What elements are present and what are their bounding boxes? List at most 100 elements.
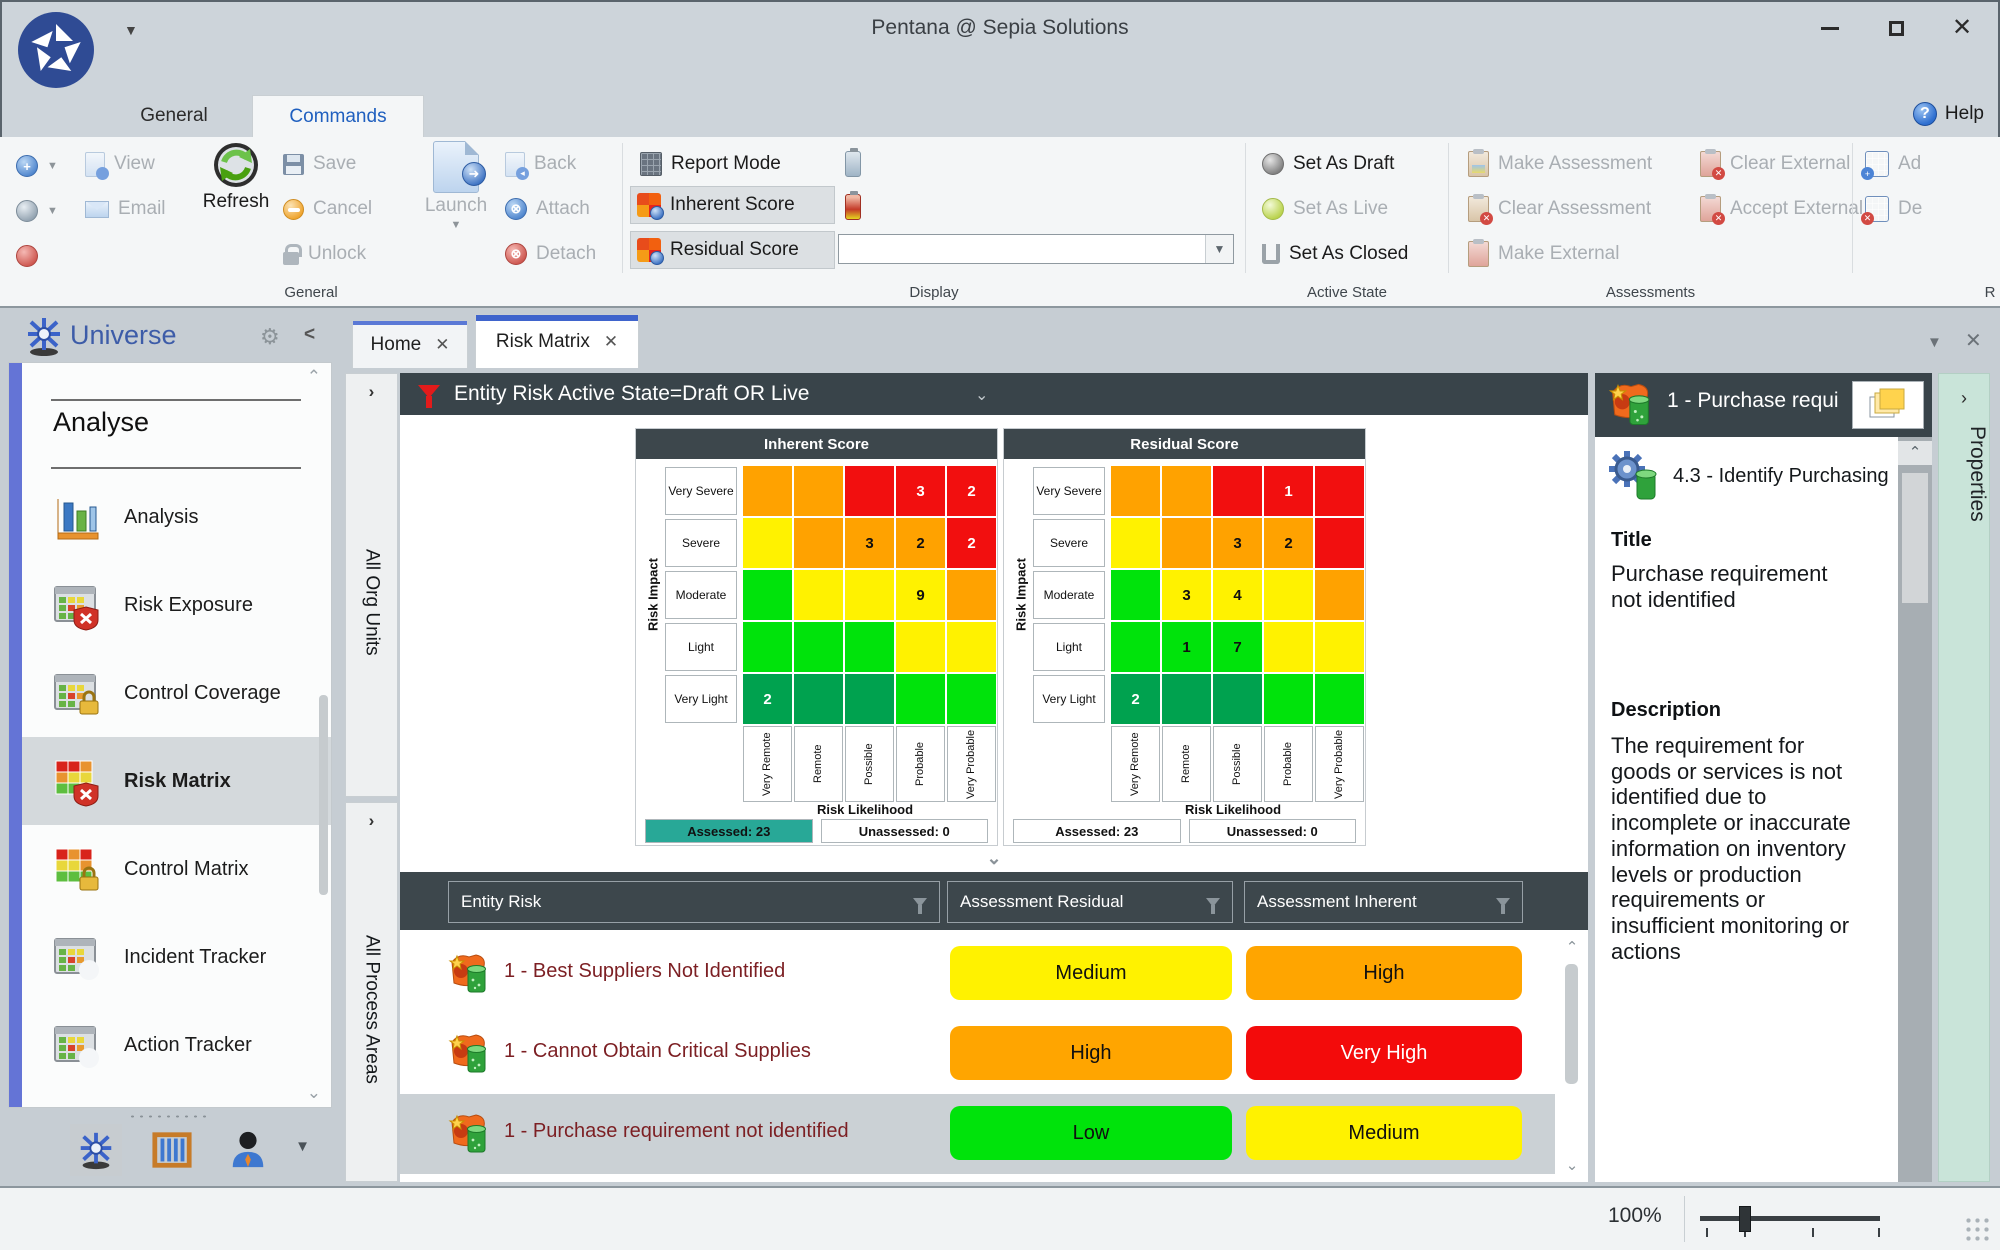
properties-tab[interactable]: › Properties [1938, 373, 1990, 1182]
ribbon-tab-general[interactable]: General [112, 95, 236, 137]
unlock-button[interactable]: Unlock [283, 235, 366, 273]
process-link[interactable]: 4.3 - Identify Purchasing [1607, 449, 1898, 503]
view-button[interactable]: View [85, 145, 155, 183]
tab-risk-matrix[interactable]: Risk Matrix ✕ [475, 314, 639, 368]
tab-home[interactable]: Home ✕ [352, 320, 468, 368]
table-row[interactable]: 1 - Cannot Obtain Critical SuppliesHighV… [400, 1014, 1555, 1094]
matrix-cell[interactable] [1264, 570, 1313, 620]
entity-risk-name[interactable]: 1 - Best Suppliers Not Identified [504, 960, 785, 983]
inherent-assessment-badge[interactable]: High [1246, 946, 1522, 1000]
clear-assessment-button[interactable]: ✕Clear Assessment [1468, 190, 1651, 228]
back-button[interactable]: ◂Back [505, 145, 576, 183]
matrix-cell[interactable]: 2 [743, 674, 792, 724]
add-dropdown-icon[interactable]: ▼ [47, 160, 58, 172]
report-mode-button[interactable]: Report Mode [640, 145, 781, 183]
matrix-cell[interactable] [1315, 466, 1364, 516]
matrix-cell[interactable] [1315, 674, 1364, 724]
matrix-cell[interactable] [1111, 466, 1160, 516]
add-risk-button[interactable]: +Ad [1865, 145, 1921, 183]
set-as-closed-button[interactable]: Set As Closed [1262, 235, 1408, 273]
properties-scrollbar[interactable]: ⌃ [1898, 437, 1932, 1182]
launch-dropdown-icon[interactable]: ▼ [451, 219, 462, 231]
tab-list-dropdown-icon[interactable]: ▼ [1927, 334, 1942, 351]
sidebar-gear-icon[interactable]: ⚙ [260, 324, 280, 350]
minimize-button[interactable] [1804, 8, 1856, 48]
matrix-cell[interactable] [743, 466, 792, 516]
make-external-button[interactable]: Make External [1468, 235, 1619, 273]
table-scrollbar[interactable]: ⌃ ⌄ [1560, 938, 1584, 1174]
sidebar-item-analysis[interactable]: Analysis [22, 473, 331, 561]
tab-risk-matrix-close-icon[interactable]: ✕ [604, 332, 618, 352]
process-areas-expand-icon[interactable]: › [346, 811, 397, 831]
matrix-cell[interactable] [845, 622, 894, 672]
tray-grip-handle[interactable] [128, 1114, 208, 1119]
matrix-cell[interactable] [845, 674, 894, 724]
filter-collapse-icon[interactable]: ⌄ [975, 385, 988, 405]
assessment-inherent-filter-icon[interactable] [1496, 898, 1510, 907]
matrix-cell[interactable] [1213, 466, 1262, 516]
matrix-cell[interactable] [845, 466, 894, 516]
tab-home-close-icon[interactable]: ✕ [435, 335, 449, 355]
matrix-cell[interactable]: 7 [1213, 622, 1262, 672]
table-row[interactable]: 1 - Best Suppliers Not IdentifiedMediumH… [400, 934, 1555, 1014]
tray-person-button[interactable] [222, 1124, 274, 1176]
matrix-cell[interactable]: 2 [1264, 518, 1313, 568]
matrix-cell[interactable]: 1 [1162, 622, 1211, 672]
matrix-cell[interactable] [794, 622, 843, 672]
sidebar-item-incident-tracker[interactable]: Incident Tracker [22, 913, 331, 1001]
matrix-cell[interactable] [1111, 570, 1160, 620]
delete-risk-button[interactable]: ✕De [1865, 190, 1922, 228]
filter-bar[interactable]: Entity Risk Active State=Draft OR Live ⌄ [400, 373, 1588, 415]
inherent-assessment-badge[interactable]: Very High [1246, 1026, 1522, 1080]
column-header-assessment-residual[interactable]: Assessment Residual [947, 881, 1233, 923]
close-button[interactable]: ✕ [1936, 8, 1988, 48]
add-button[interactable]: +▼ [16, 147, 58, 185]
sidebar-collapse-icon[interactable]: < [304, 324, 315, 346]
sidebar-scroll-up-icon[interactable]: ⌃ [307, 367, 321, 387]
matrix-cell[interactable] [947, 622, 996, 672]
column-header-assessment-inherent[interactable]: Assessment Inherent [1244, 881, 1523, 923]
set-as-draft-button[interactable]: Set As Draft [1262, 145, 1394, 183]
email-button[interactable]: Email [85, 190, 166, 228]
ribbon-tab-commands[interactable]: Commands [252, 95, 424, 137]
entity-risk-name[interactable]: 1 - Purchase requirement not identified [504, 1120, 849, 1143]
table-row[interactable]: 1 - Purchase requirement not identified L… [400, 1094, 1555, 1174]
matrix-cell[interactable]: 2 [1111, 674, 1160, 724]
matrix-cell[interactable] [1264, 674, 1313, 724]
matrix-cell[interactable]: 1 [1264, 466, 1313, 516]
cancel-button[interactable]: Cancel [283, 190, 372, 228]
matrix-cell[interactable] [743, 622, 792, 672]
matrix-cell[interactable]: 3 [1162, 570, 1211, 620]
org-units-expand-icon[interactable]: › [346, 382, 397, 402]
matrix-cell[interactable] [794, 674, 843, 724]
splitter-collapse-icon[interactable]: ⌄ [400, 848, 1588, 869]
matrix-cell[interactable]: 2 [896, 518, 945, 568]
make-assessment-button[interactable]: Make Assessment [1468, 145, 1652, 183]
inherent-assessment-badge[interactable]: Medium [1246, 1106, 1522, 1160]
properties-scroll-up-icon[interactable]: ⌃ [1898, 441, 1932, 465]
assessment-residual-filter-icon[interactable] [1206, 898, 1220, 907]
tray-more-dropdown-icon[interactable]: ▼ [295, 1138, 310, 1155]
launch-button[interactable]: ➜ Launch ▼ [415, 141, 497, 231]
sidebar-item-risk-matrix[interactable]: Risk Matrix [22, 737, 331, 825]
matrix-cell[interactable]: 3 [896, 466, 945, 516]
matrix-cell[interactable] [1315, 622, 1364, 672]
matrix-cell[interactable] [947, 674, 996, 724]
resize-grip[interactable] [1964, 1216, 1990, 1242]
residual-assessment-badge[interactable]: High [950, 1026, 1232, 1080]
process-areas-strip[interactable]: › All Process Areas [345, 802, 398, 1182]
matrix-cell[interactable] [743, 570, 792, 620]
matrix-cell[interactable] [1315, 570, 1364, 620]
set-as-live-button[interactable]: Set As Live [1262, 190, 1388, 228]
matrix-cell[interactable] [794, 518, 843, 568]
inherent-score-toggle[interactable]: Inherent Score [630, 186, 835, 224]
matrix-cell[interactable]: 4 [1213, 570, 1262, 620]
matrix-cell[interactable] [743, 518, 792, 568]
matrix-cell[interactable]: 9 [896, 570, 945, 620]
sidebar-scrollbar-thumb[interactable] [319, 695, 328, 895]
delete-button[interactable] [16, 237, 38, 275]
maximize-button[interactable] [1870, 8, 1922, 48]
zoom-slider-track[interactable] [1700, 1216, 1880, 1221]
matrix-cell[interactable] [896, 622, 945, 672]
residual-assessment-badge[interactable]: Low [950, 1106, 1232, 1160]
